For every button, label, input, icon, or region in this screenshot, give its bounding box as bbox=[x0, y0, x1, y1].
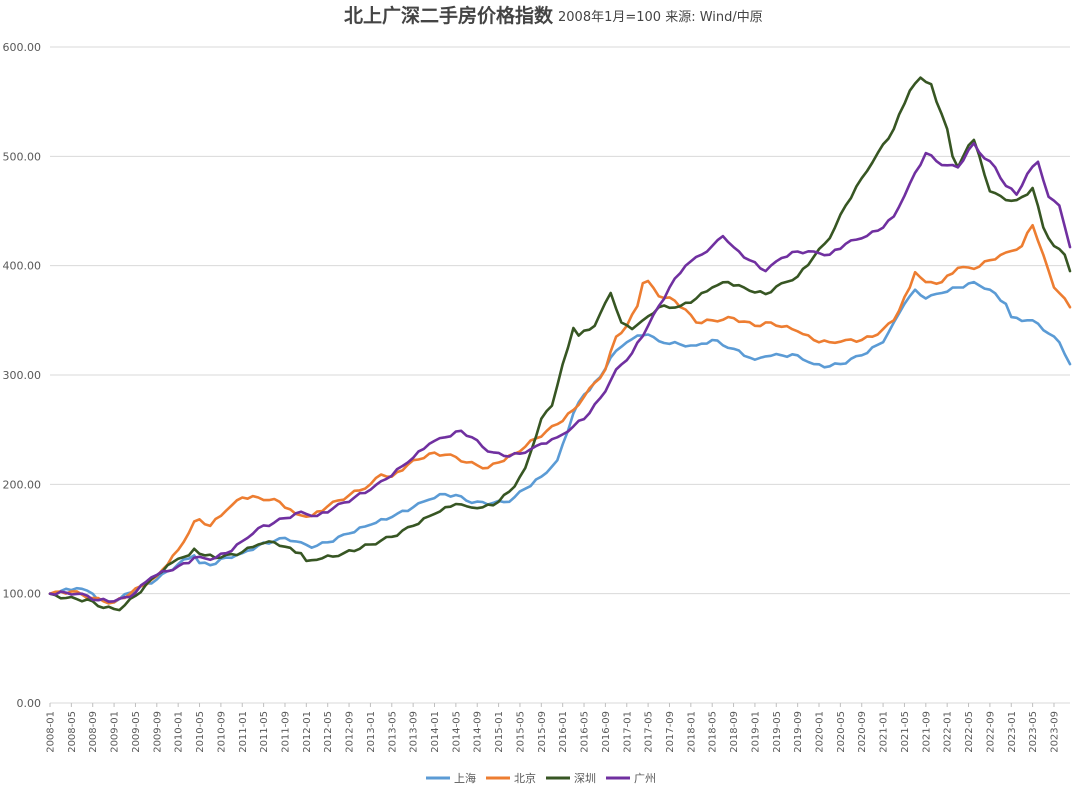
x-tick-label: 2020-09 bbox=[857, 711, 868, 753]
y-tick-label: 200.00 bbox=[3, 478, 42, 491]
x-tick-label: 2020-01 bbox=[815, 711, 826, 753]
x-tick-label: 2022-09 bbox=[985, 711, 996, 753]
legend-label: 上海 bbox=[454, 771, 476, 785]
series-lines bbox=[48, 76, 1072, 612]
y-tick-label: 400.00 bbox=[3, 260, 42, 273]
x-tick-label: 2016-05 bbox=[580, 711, 591, 753]
x-tick-label: 2017-01 bbox=[622, 711, 633, 753]
x-tick-label: 2013-09 bbox=[409, 711, 420, 753]
x-tick-label: 2008-01 bbox=[46, 711, 57, 753]
x-tick-label: 2008-09 bbox=[88, 711, 99, 753]
x-tick-label: 2010-09 bbox=[216, 711, 227, 753]
series-line-1 bbox=[48, 280, 1072, 604]
x-tick-label: 2014-01 bbox=[430, 711, 441, 753]
legend-label: 北京 bbox=[514, 771, 536, 785]
x-tick-label: 2016-01 bbox=[558, 711, 569, 753]
legend-label: 深圳 bbox=[574, 772, 596, 785]
x-tick-label: 2018-09 bbox=[729, 711, 740, 753]
x-tick-label: 2008-05 bbox=[67, 711, 78, 753]
x-axis-ticks: 2008-01 2008-05 2008-09 2009-01 2009-05 2009-… bbox=[46, 703, 1060, 753]
series-line-2 bbox=[48, 223, 1072, 605]
y-tick-label: 0.00 bbox=[17, 697, 42, 710]
x-tick-label: 2022-05 bbox=[964, 711, 975, 753]
chart-title: 北上广深二手房价格指数 bbox=[344, 4, 554, 27]
x-tick-label: 2020-05 bbox=[836, 711, 847, 753]
x-tick-label: 2010-05 bbox=[195, 711, 206, 753]
x-tick-label: 2011-09 bbox=[280, 711, 291, 753]
chart-subtitle: 2008年1月=100 来源: Wind/中原 bbox=[558, 10, 763, 25]
x-tick-label: 2018-01 bbox=[686, 711, 697, 753]
x-tick-label: 2015-01 bbox=[494, 711, 505, 753]
x-tick-label: 2023-09 bbox=[1049, 711, 1060, 753]
x-tick-label: 2017-09 bbox=[665, 711, 676, 753]
x-tick-label: 2017-05 bbox=[644, 711, 655, 753]
x-tick-label: 2021-01 bbox=[879, 711, 890, 753]
y-tick-label: 500.00 bbox=[3, 150, 42, 163]
legend: 上海 北京 深圳 广州 bbox=[426, 771, 656, 785]
x-tick-label: 2019-09 bbox=[793, 711, 804, 753]
x-tick-label: 2011-01 bbox=[238, 711, 249, 753]
x-tick-label: 2013-01 bbox=[366, 711, 377, 753]
x-tick-label: 2009-01 bbox=[110, 711, 121, 753]
x-tick-label: 2009-09 bbox=[152, 711, 163, 753]
x-tick-label: 2015-09 bbox=[537, 711, 548, 753]
y-tick-label: 100.00 bbox=[3, 588, 42, 601]
gridlines bbox=[50, 46, 1070, 704]
x-tick-label: 2014-09 bbox=[473, 711, 484, 753]
x-tick-label: 2019-05 bbox=[772, 711, 783, 753]
series-line-4 bbox=[48, 141, 1072, 603]
y-axis-ticks: 0.00 100.00 200.00 300.00 400.00 500.00 600.00 bbox=[3, 41, 42, 710]
legend-label: 广州 bbox=[634, 772, 656, 785]
x-tick-label: 2014-05 bbox=[451, 711, 462, 753]
x-tick-label: 2021-09 bbox=[921, 711, 932, 753]
series-line-3 bbox=[48, 76, 1072, 612]
x-tick-label: 2021-05 bbox=[900, 711, 911, 753]
x-tick-label: 2015-05 bbox=[515, 711, 526, 753]
x-tick-label: 2009-05 bbox=[131, 711, 142, 753]
x-tick-label: 2011-05 bbox=[259, 711, 270, 753]
x-tick-label: 2010-01 bbox=[174, 711, 185, 753]
x-tick-label: 2022-01 bbox=[943, 711, 954, 753]
x-tick-label: 2023-05 bbox=[1028, 711, 1039, 753]
y-tick-label: 300.00 bbox=[3, 369, 42, 382]
x-tick-label: 2018-05 bbox=[708, 711, 719, 753]
x-tick-label: 2012-01 bbox=[302, 711, 313, 753]
x-tick-label: 2023-01 bbox=[1007, 711, 1018, 753]
x-tick-label: 2013-05 bbox=[387, 711, 398, 753]
x-tick-label: 2016-09 bbox=[601, 711, 612, 753]
x-tick-label: 2012-05 bbox=[323, 711, 334, 753]
x-tick-label: 2019-01 bbox=[750, 711, 761, 753]
y-tick-label: 600.00 bbox=[3, 41, 42, 54]
x-tick-label: 2012-09 bbox=[345, 711, 356, 753]
